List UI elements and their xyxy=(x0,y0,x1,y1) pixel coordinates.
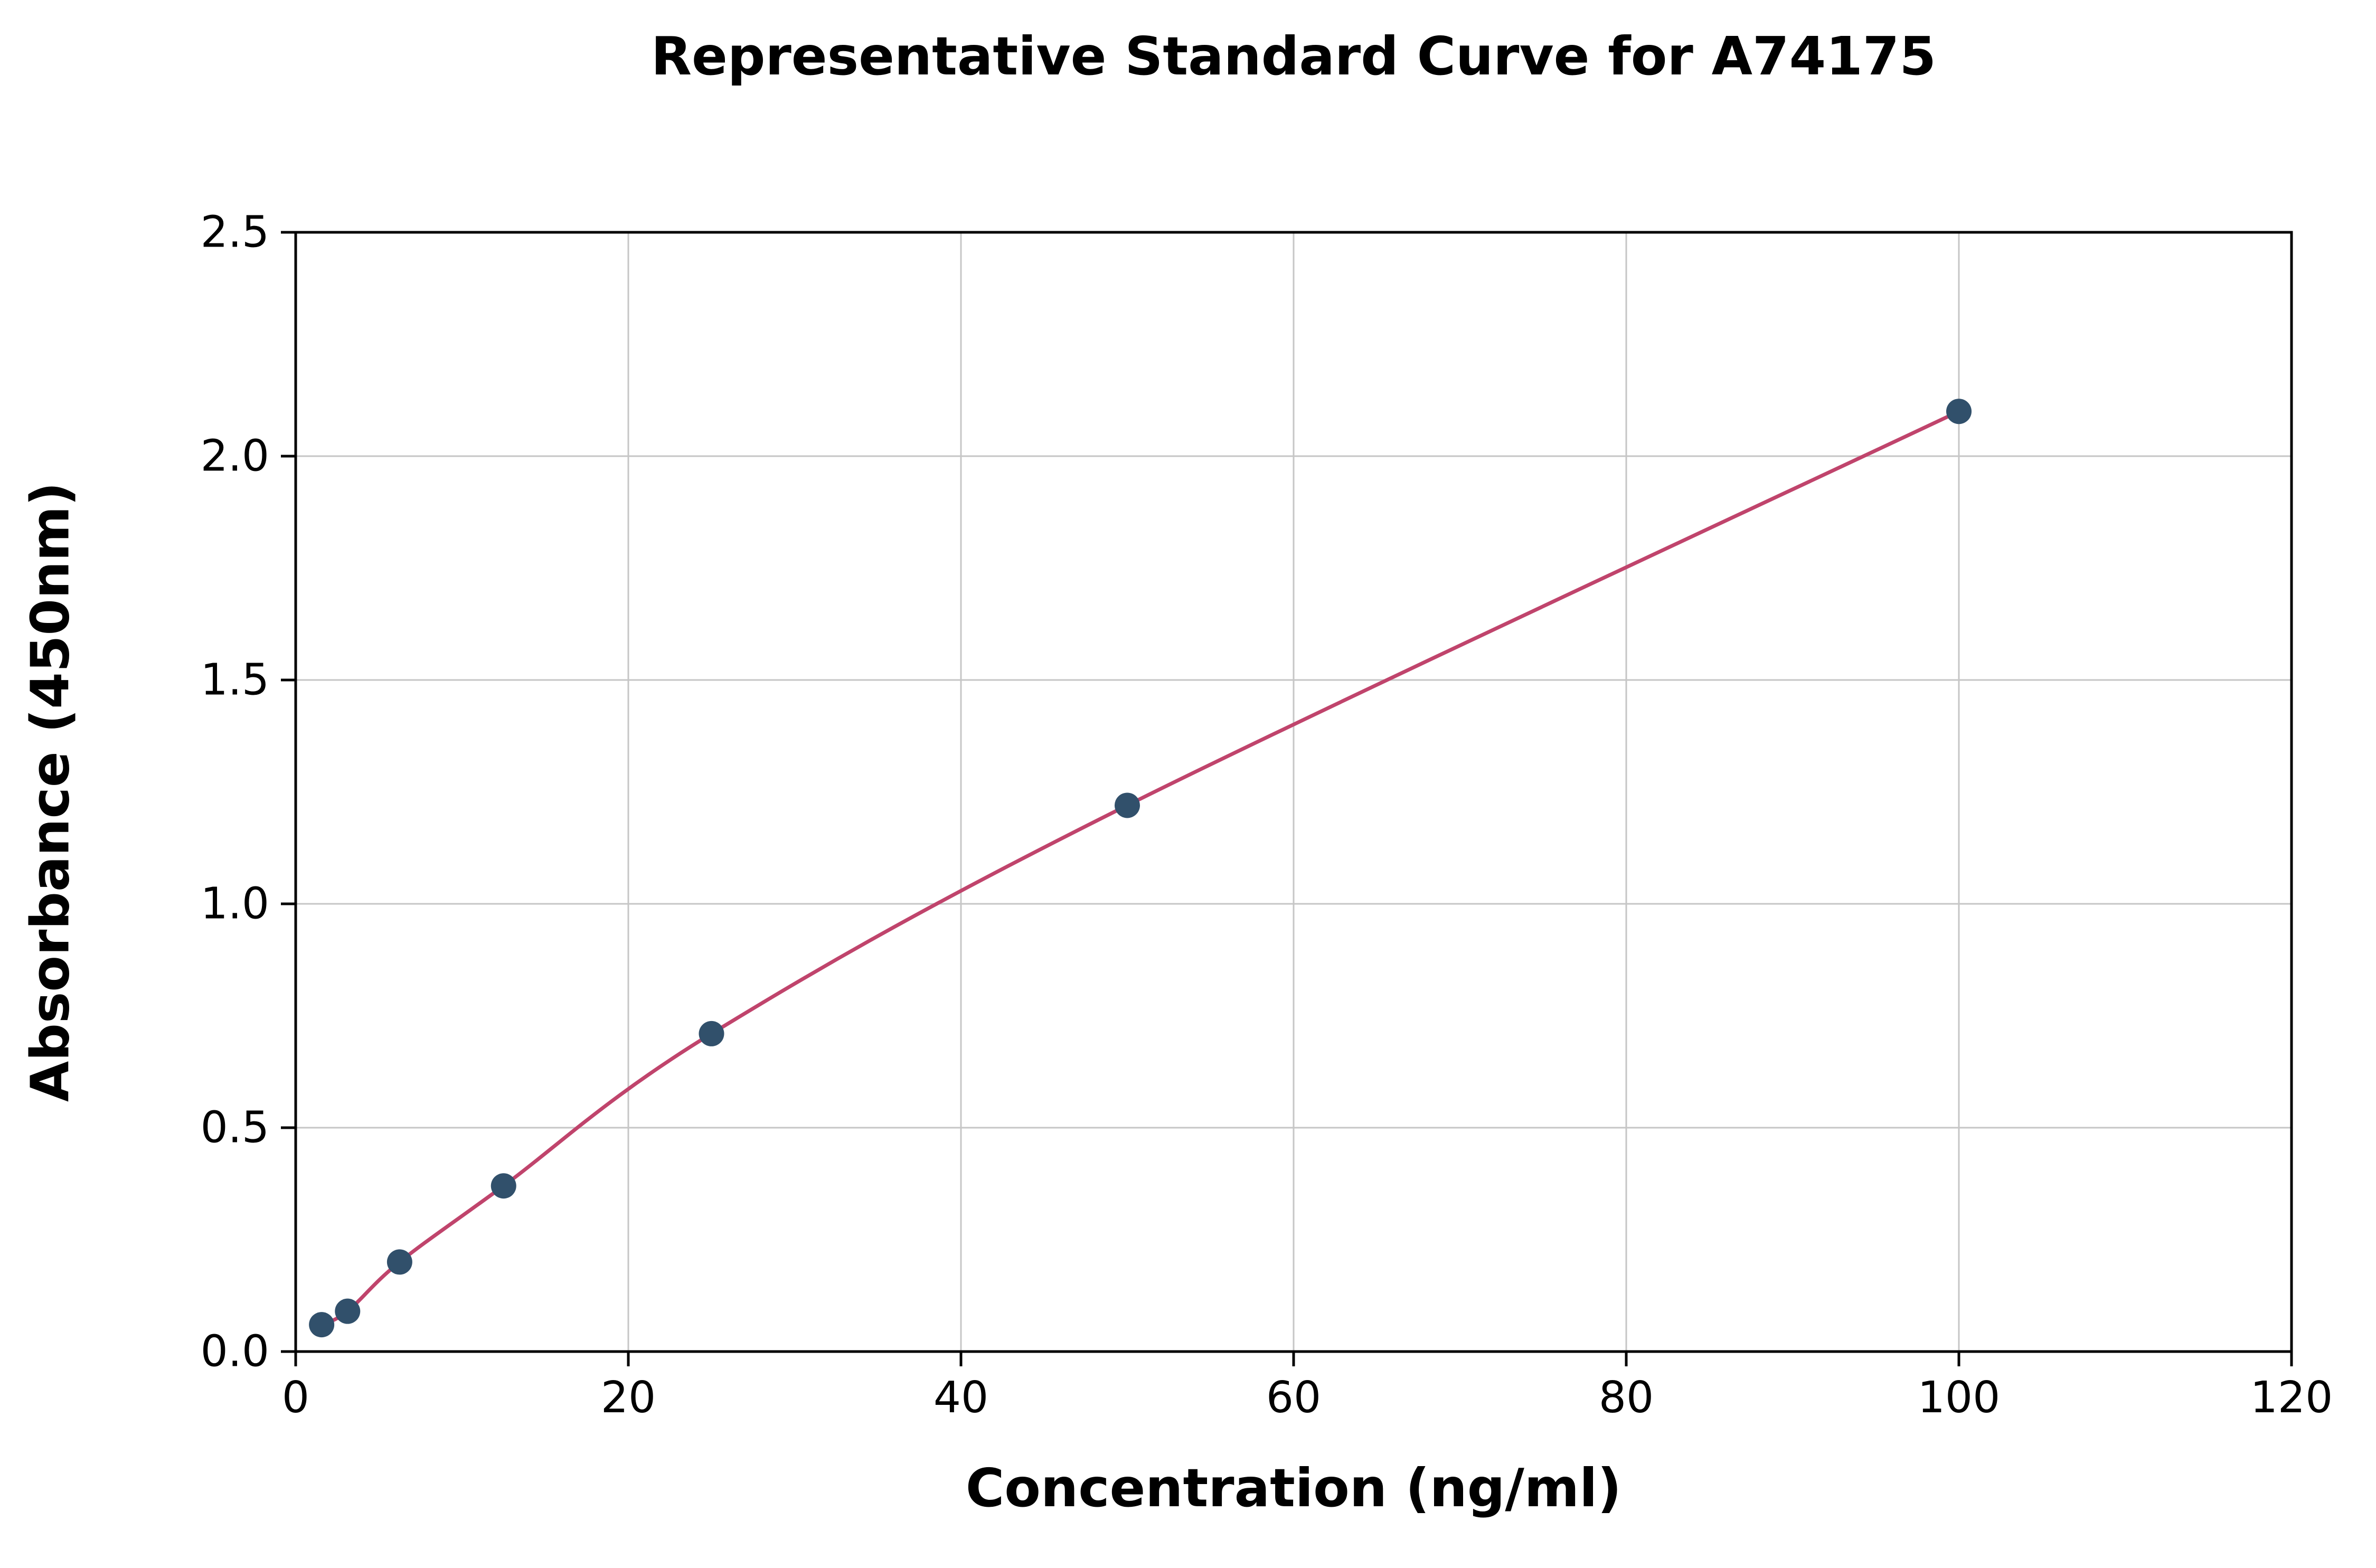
x-tick-label: 80 xyxy=(1599,1373,1654,1423)
y-tick-label: 0.0 xyxy=(201,1327,269,1377)
x-tick-label: 60 xyxy=(1266,1373,1321,1423)
x-tick-label: 100 xyxy=(1918,1373,2001,1423)
y-tick-label: 1.0 xyxy=(201,879,269,929)
x-axis-ticks: 0 20 40 60 80 100 120 xyxy=(282,1352,2333,1423)
x-tick-label: 120 xyxy=(2250,1373,2333,1423)
x-axis-label: Concentration (ng/ml) xyxy=(965,1457,1622,1519)
data-points xyxy=(309,399,1972,1338)
data-point xyxy=(309,1312,335,1338)
chart-title: Representative Standard Curve for A74175 xyxy=(651,25,1936,87)
data-point xyxy=(699,1021,724,1046)
y-tick-label: 0.5 xyxy=(201,1103,269,1153)
y-tick-label: 1.5 xyxy=(201,655,269,705)
y-tick-label: 2.0 xyxy=(201,431,269,481)
data-point xyxy=(491,1173,516,1199)
x-tick-label: 40 xyxy=(934,1373,988,1423)
data-point xyxy=(1115,792,1140,818)
y-axis-ticks: 0.0 0.5 1.0 1.5 2.0 2.5 xyxy=(201,207,296,1377)
y-axis-label: Absorbance (450nm) xyxy=(19,481,81,1102)
x-tick-label: 0 xyxy=(282,1373,309,1423)
fitted-curve xyxy=(319,409,1961,1327)
data-point xyxy=(335,1298,361,1324)
x-tick-label: 20 xyxy=(601,1373,656,1423)
gridlines xyxy=(295,231,2293,1353)
y-tick-label: 2.5 xyxy=(201,207,269,258)
data-point xyxy=(386,1249,412,1275)
data-point xyxy=(1946,399,1972,424)
